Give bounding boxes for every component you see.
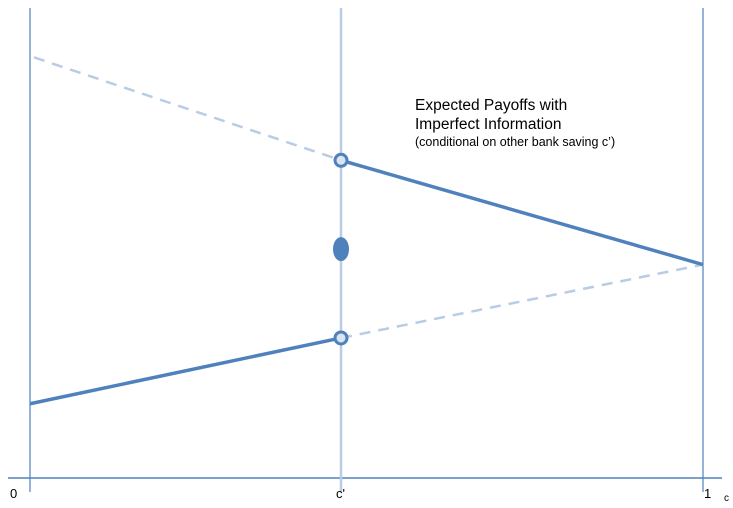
- payoff-annotation: Expected Payoffs with Imperfect Informat…: [415, 96, 615, 151]
- upper-dashed-segment: [33, 56, 342, 162]
- annotation-line-2: Imperfect Information: [415, 116, 562, 133]
- x-tick-c-prime: c': [336, 486, 345, 501]
- upper-payoff-line: [340, 158, 704, 267]
- lower-payoff-line: [29, 336, 342, 406]
- lower-kink-marker: [333, 330, 349, 346]
- annotation-line-1: Expected Payoffs with: [415, 97, 568, 114]
- upper-kink-marker: [333, 152, 349, 168]
- x-tick-c: c: [724, 493, 729, 504]
- annotation-line-3: (conditional on other bank saving c’): [415, 135, 616, 149]
- middle-dot-marker: [333, 237, 349, 262]
- lower-dashed-segment: [340, 263, 704, 340]
- x-tick-zero: 0: [10, 486, 18, 501]
- x-tick-one: 1: [704, 486, 712, 501]
